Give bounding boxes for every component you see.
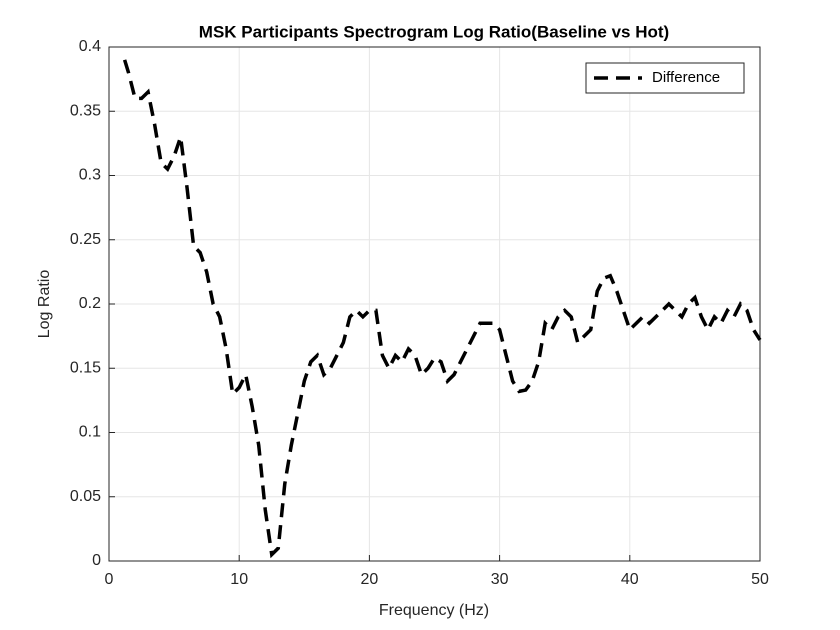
- y-tick-label: 0.1: [79, 424, 101, 441]
- axes-box: [108, 46, 761, 562]
- x-tick-label: 30: [491, 571, 509, 588]
- y-tick-label: 0.25: [70, 231, 101, 248]
- y-tick-label: 0.15: [70, 359, 101, 376]
- legend-box: [585, 62, 745, 94]
- x-tick-label: 10: [230, 571, 248, 588]
- x-tick-label: 40: [621, 571, 639, 588]
- y-tick-label: 0.05: [70, 488, 101, 505]
- x-axis-label: Frequency (Hz): [379, 602, 489, 619]
- y-tick-label: 0.3: [79, 167, 101, 184]
- y-tick-label: 0.2: [79, 295, 101, 312]
- legend-label: Difference: [652, 69, 720, 86]
- y-axis-label: Log Ratio: [36, 270, 53, 339]
- x-tick-label: 20: [361, 571, 379, 588]
- chart-title: MSK Participants Spectrogram Log Ratio(B…: [199, 22, 669, 41]
- y-tick-label: 0.35: [70, 102, 101, 119]
- y-tick-label: 0.4: [79, 38, 101, 55]
- x-tick-label: 50: [751, 571, 769, 588]
- y-tick-label: 0: [92, 552, 101, 569]
- x-tick-label: 0: [105, 571, 114, 588]
- data-line: [122, 59, 762, 559]
